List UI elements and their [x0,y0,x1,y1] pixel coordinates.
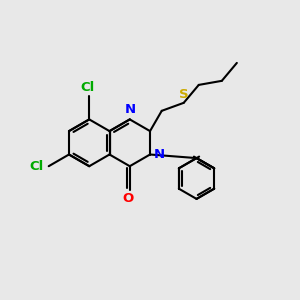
Text: Cl: Cl [81,81,95,94]
Text: N: N [154,148,165,161]
Text: Cl: Cl [29,160,43,173]
Text: O: O [123,192,134,205]
Text: S: S [179,88,188,101]
Text: N: N [125,103,136,116]
